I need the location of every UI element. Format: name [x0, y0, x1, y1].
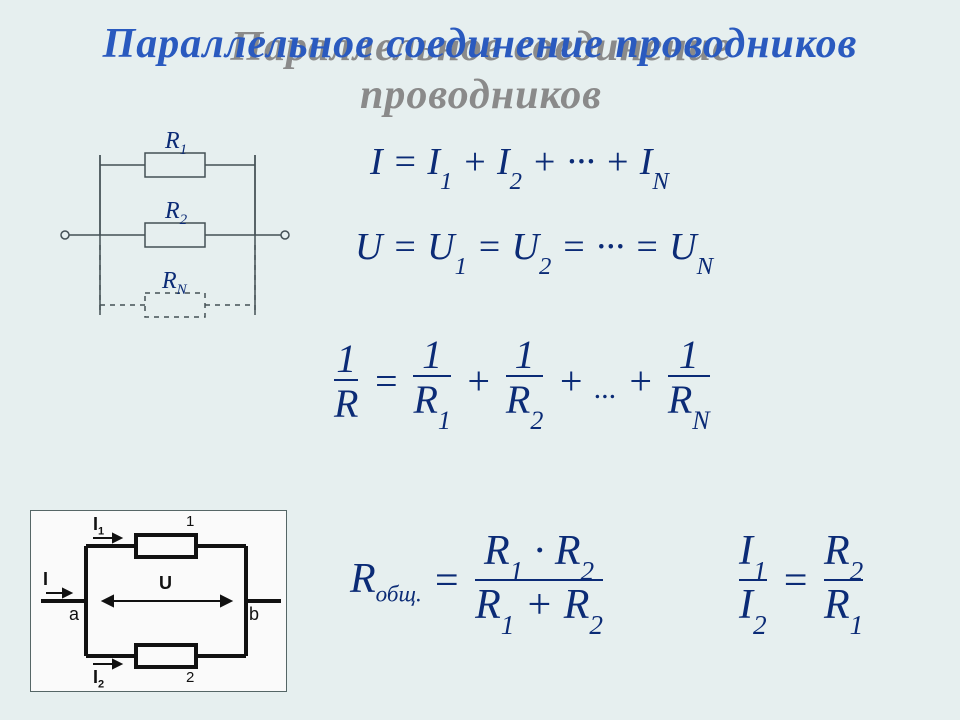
equation-reciprocal-resistance: 1R = 1R1 + 1R2 + ... + 1RN [330, 335, 714, 427]
equation-current-sum: I = I1 + I2 + ··· + IN [370, 140, 669, 190]
page-title-text: Параллельное соединение проводников [103, 21, 858, 67]
r2-label: R2 [164, 198, 188, 228]
d2-b-label: b [249, 604, 259, 625]
rn-label: RN [161, 268, 188, 298]
page-title: Параллельное соединение проводников Пара… [0, 20, 960, 68]
d2-I1-label: I1 [93, 514, 104, 538]
d2-U-label: U [159, 573, 172, 594]
equation-current-ratio: I1 I2 = R2 R1 [735, 530, 867, 632]
d2-I-label: I [43, 569, 48, 590]
circuit-diagram-two-resistors: I I1 I2 U a b 1 2 [30, 510, 287, 692]
equation-voltage-equal: U = U1 = U2 = ··· = UN [355, 225, 713, 275]
d2-two-label: 2 [186, 669, 194, 686]
r1-label: R1 [164, 130, 187, 158]
d2-one-label: 1 [186, 513, 194, 530]
d2-a-label: a [69, 604, 79, 625]
circuit-diagram-n-resistors: R1 R2 RN [60, 130, 290, 335]
d2-I2-label: I2 [93, 667, 104, 691]
equation-r-total: Rобщ. = R1 · R2 R1 + R2 [350, 530, 607, 632]
